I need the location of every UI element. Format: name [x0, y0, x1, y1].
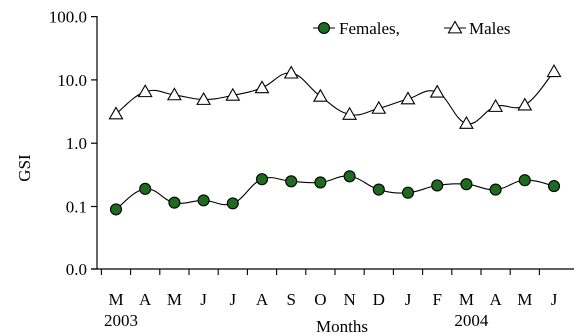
- x-tick-label: A: [139, 290, 152, 309]
- data-point: [254, 80, 270, 94]
- y-axis-label: GSI: [15, 154, 34, 182]
- y-tick-label: 1.0: [66, 134, 87, 153]
- legend-label: Females,: [339, 19, 400, 38]
- y-tick-label: 100.0: [49, 8, 87, 27]
- x-axis-label: Months: [316, 317, 368, 335]
- data-point: [546, 64, 562, 78]
- data-point: [314, 176, 327, 189]
- series-males: [108, 64, 562, 129]
- data-point: [168, 196, 181, 209]
- x-tick-label: A: [256, 290, 269, 309]
- data-point: [518, 174, 531, 187]
- x-tick-label: M: [167, 290, 182, 309]
- x-tick-label: M: [108, 290, 123, 309]
- data-point: [371, 100, 387, 114]
- data-point: [285, 175, 298, 188]
- x-tick-label: O: [314, 290, 326, 309]
- data-point: [109, 203, 123, 216]
- data-point: [255, 173, 269, 186]
- data-point: [312, 88, 328, 102]
- data-point: [489, 183, 502, 196]
- x-tick-label: A: [489, 290, 502, 309]
- data-point: [547, 180, 561, 193]
- data-point: [283, 65, 299, 79]
- axes: [91, 16, 574, 270]
- legend-marker: [317, 21, 331, 35]
- data-point: [460, 178, 473, 191]
- x-tick-label: S: [286, 290, 295, 309]
- x-tick-label: D: [373, 290, 385, 309]
- data-point: [429, 84, 445, 98]
- data-point: [401, 186, 415, 199]
- x-tick-label: J: [551, 290, 558, 309]
- x-tick-label: F: [432, 290, 441, 309]
- y-tick-label: 0.0: [66, 260, 87, 279]
- y-tick-label: 0.1: [66, 198, 87, 217]
- data-point: [342, 106, 358, 120]
- data-point: [139, 182, 152, 195]
- x-tick-label: J: [405, 290, 412, 309]
- series-line: [115, 71, 555, 125]
- x-tick-label: J: [229, 290, 236, 309]
- series-layer: [108, 64, 562, 216]
- data-point: [517, 97, 533, 111]
- data-point: [166, 87, 182, 101]
- x-tick-label: M: [517, 290, 532, 309]
- data-point: [488, 98, 504, 112]
- data-point: [196, 91, 212, 105]
- legend-item: Males: [444, 19, 511, 38]
- x-tick-label: J: [200, 290, 207, 309]
- year-label: 2003: [104, 311, 138, 330]
- legend-label: Males: [469, 19, 511, 38]
- data-point: [400, 91, 416, 105]
- y-tick-label: 10.0: [57, 71, 87, 90]
- series-line: [115, 175, 555, 210]
- data-point: [431, 179, 444, 192]
- series-females: [109, 170, 561, 216]
- data-point: [225, 87, 241, 101]
- data-point: [372, 183, 385, 196]
- data-point: [108, 106, 124, 120]
- data-point: [197, 194, 210, 207]
- legend-marker: [447, 20, 463, 34]
- x-tick-label: M: [459, 290, 474, 309]
- data-point: [458, 115, 474, 129]
- data-point: [343, 170, 356, 183]
- legend-item: Females,: [313, 19, 400, 38]
- data-point: [226, 197, 239, 210]
- x-tick-label: N: [343, 290, 355, 309]
- year-label: 2004: [454, 311, 489, 330]
- legend: Females, Males: [313, 19, 511, 38]
- data-point: [137, 84, 153, 98]
